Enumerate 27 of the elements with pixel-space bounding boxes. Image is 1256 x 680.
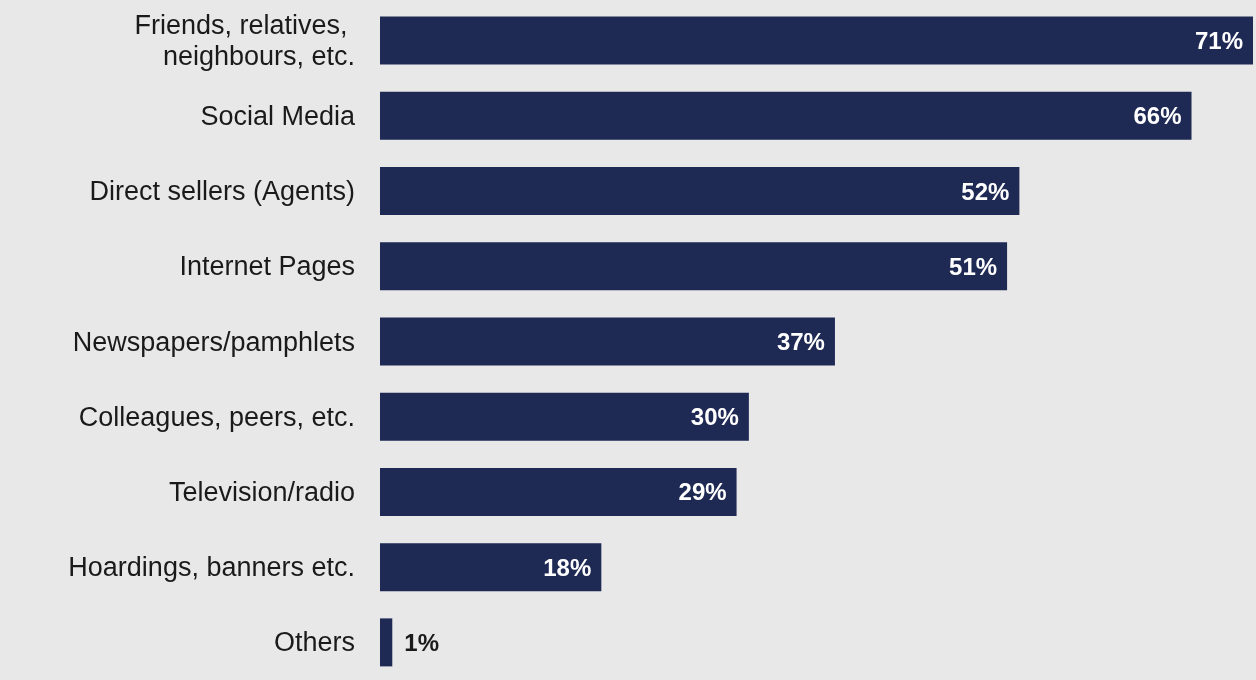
data-label: 51%: [949, 252, 998, 280]
data-label: 66%: [1133, 102, 1182, 130]
bar: [380, 543, 602, 592]
y-tick-label: Friends, relatives, neighbours, etc.: [134, 10, 355, 72]
y-tick-label: Hoardings, banners etc.: [68, 552, 355, 583]
data-label: 52%: [961, 177, 1010, 205]
bar: [380, 392, 749, 441]
bar: [380, 91, 1192, 140]
y-tick-label: Newspapers/pamphlets: [72, 326, 355, 357]
data-label: 30%: [690, 403, 739, 431]
y-tick-label: Direct sellers (Agents): [89, 176, 355, 207]
bar: [380, 317, 835, 366]
y-tick-label: Social Media: [200, 100, 356, 131]
bar: [380, 242, 1008, 291]
y-tick-label: Others: [273, 627, 355, 658]
data-label: 18%: [543, 553, 592, 581]
y-tick-label: Television/radio: [168, 476, 355, 507]
y-tick-label: Internet Pages: [179, 251, 355, 282]
bar: [380, 167, 1020, 216]
data-label: 71%: [1194, 27, 1243, 55]
bar: [380, 618, 393, 667]
data-label: 1%: [404, 628, 439, 656]
bar: [380, 16, 1253, 65]
y-tick-label: Colleagues, peers, etc.: [78, 401, 355, 432]
data-label: 37%: [776, 328, 825, 355]
data-label: 29%: [678, 478, 727, 506]
bar: [380, 467, 737, 516]
